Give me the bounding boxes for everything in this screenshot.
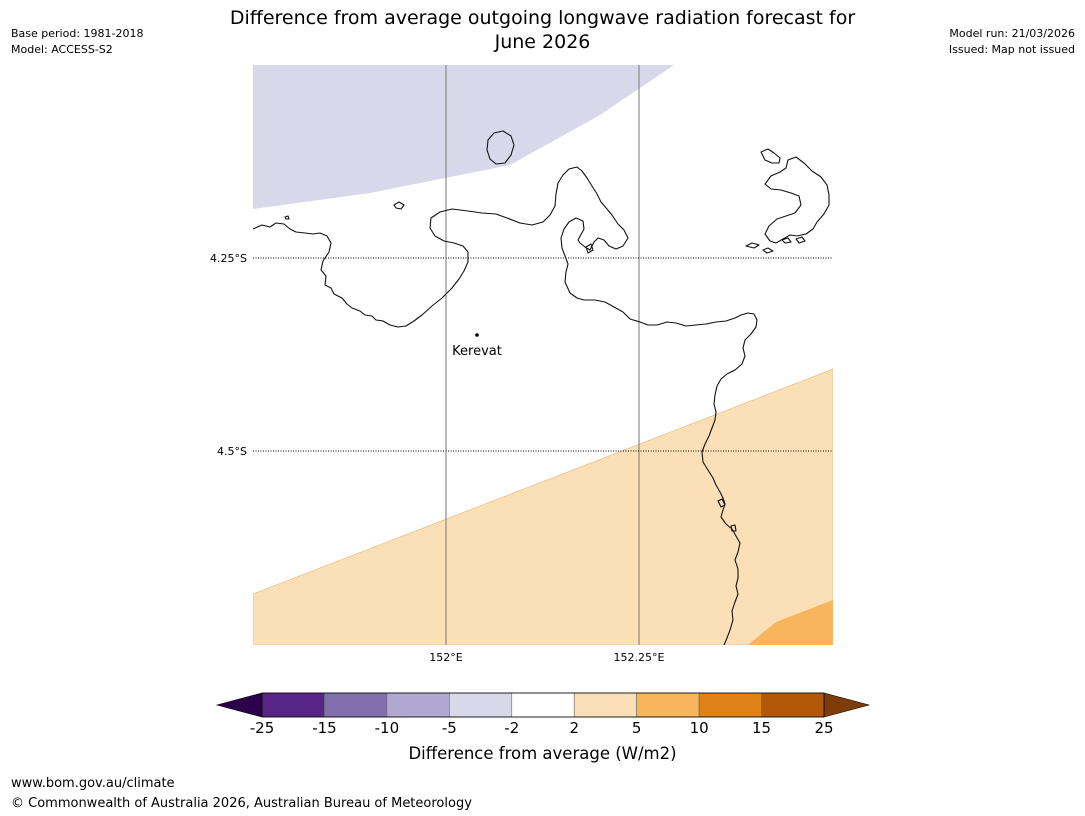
colorbar-tick-label: 15: [752, 719, 772, 737]
colorbar-tick-label: -25: [249, 719, 275, 737]
location-dot-icon: [475, 333, 479, 337]
footer-url[interactable]: www.bom.gov.au/climate: [11, 776, 175, 791]
colorbar-segment: [511, 692, 575, 718]
colorbar-segment: [261, 692, 325, 718]
colorbar-segment: [386, 692, 450, 718]
colorbar-tick-label: -5: [441, 719, 457, 737]
shade-band-positive: [253, 368, 833, 645]
colorbar-tick-label: 5: [631, 719, 642, 737]
colorbar-segment: [573, 692, 637, 718]
coastline-islet-4: [585, 243, 594, 254]
model-name: Model: ACCESS-S2: [11, 43, 113, 56]
colorbar-segment: [698, 692, 762, 718]
coastline-islet-7: [781, 237, 792, 244]
lat-label-4-25: 4.25°S: [210, 252, 247, 265]
footer: www.bom.gov.au/climate © Commonwealth of…: [11, 774, 472, 814]
issued-status: Issued: Map not issued: [948, 43, 1075, 56]
coastlines: [252, 130, 830, 646]
place-label-kerevat: Kerevat: [452, 344, 502, 359]
lat-label-4-5: 4.5°S: [217, 445, 247, 458]
map-shading: [253, 65, 833, 645]
colorbar-tick-label: -2: [504, 719, 520, 737]
colorbar-tick-label: -10: [374, 719, 400, 737]
footer-copyright: © Commonwealth of Australia 2026, Austra…: [11, 796, 472, 811]
colorbar-segment: [761, 692, 825, 718]
lon-label-152-25: 152.25°E: [614, 651, 665, 664]
colorbar-outline: [261, 692, 825, 718]
title-line-2: June 2026: [494, 31, 591, 53]
colorbar-segment: [449, 692, 513, 718]
base-period: Base period: 1981-2018: [11, 27, 144, 40]
colorbar-extend-low: [215, 692, 263, 718]
meta-right: Model run: 21/03/2026 Issued: Map not is…: [949, 26, 1075, 58]
title-line-1: Difference from average outgoing longwav…: [229, 7, 856, 29]
map-title: Difference from average outgoing longwav…: [0, 6, 1085, 54]
lon-label-152: 152°E: [429, 651, 462, 664]
colorbar-tick-label: 10: [689, 719, 709, 737]
coastline-islet-6: [762, 247, 774, 254]
colorbar-segment: [636, 692, 700, 718]
coastline-islet-10: [730, 524, 737, 532]
colorbar-tick-label: 2: [569, 719, 579, 737]
colorbar-tick-label: -15: [312, 719, 337, 737]
colorbar-tick-label: 25: [814, 719, 834, 737]
meta-left: Base period: 1981-2018 Model: ACCESS-S2: [11, 26, 143, 58]
coastline-northeast-island: [760, 148, 830, 244]
coastline-islet-5: [745, 242, 760, 249]
gridlines: [253, 65, 833, 645]
colorbar: [215, 692, 871, 718]
model-run: Model run: 21/03/2026: [949, 27, 1075, 40]
coastline-islet-9: [717, 498, 726, 508]
coastline-islet-8: [795, 236, 806, 244]
coastline-islet-2: [393, 201, 405, 210]
coastline-islet-3: [284, 215, 290, 220]
shade-band-negative: [253, 65, 674, 209]
colorbar-title: Difference from average (W/m2): [408, 744, 677, 763]
colorbar-segment: [324, 692, 388, 718]
coastline-main: [252, 166, 758, 646]
shade-band-positive-strong: [748, 600, 833, 645]
colorbar-extend-high: [823, 692, 871, 718]
coastline-islet-1: [486, 130, 515, 165]
